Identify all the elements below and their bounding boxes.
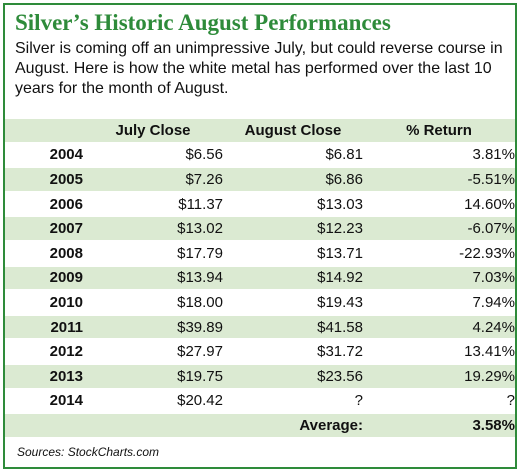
cell-july-close: $13.02 [83, 216, 223, 242]
cell-august-close: $13.71 [223, 240, 363, 267]
cell-year: 2013 [5, 363, 83, 390]
cell-august-close: $6.81 [223, 142, 363, 169]
table-row: 2009 $13.94 $14.92 7.03% [5, 265, 515, 292]
cell-year: 2007 [5, 216, 83, 242]
cell-return: 14.60% [363, 191, 515, 218]
table-row: 2008 $17.79 $13.71 -22.93% [5, 240, 515, 267]
chart-title: Silver’s Historic August Performances [15, 10, 391, 35]
cell-year: 2010 [5, 290, 83, 316]
table-row: 2011 $39.89 $41.58 4.24% [5, 314, 515, 341]
cell-august-close: $31.72 [223, 339, 363, 365]
cell-august-close: $41.58 [223, 314, 363, 341]
cell-year: 2004 [5, 142, 83, 169]
average-value: 3.58% [363, 413, 515, 439]
cell-august-close: ? [223, 388, 363, 415]
chart-card: Silver’s Historic August Performances Si… [3, 3, 517, 469]
table-row: 2006 $11.37 $13.03 14.60% [5, 191, 515, 218]
cell-july-close: $27.97 [83, 339, 223, 365]
cell-year: 2014 [5, 388, 83, 415]
column-header-july-close: July Close [83, 119, 223, 144]
cell-august-close: $13.03 [223, 191, 363, 218]
cell-july-close: $18.00 [83, 290, 223, 316]
cell-july-close: $20.42 [83, 388, 223, 415]
cell-year: 2012 [5, 339, 83, 365]
cell-year: 2008 [5, 240, 83, 267]
cell-return: 7.03% [363, 265, 515, 292]
cell-return: 7.94% [363, 290, 515, 316]
cell-year: 2009 [5, 265, 83, 292]
table-row: 2014 $20.42?? [5, 388, 515, 415]
cell-july-close: $13.94 [83, 265, 223, 292]
cell-july-close: $6.56 [83, 142, 223, 169]
table-row: 2012 $27.97 $31.72 13.41% [5, 339, 515, 365]
cell-august-close: $14.92 [223, 265, 363, 292]
cell-return: -5.51% [363, 167, 515, 193]
cell-august-close: $23.56 [223, 363, 363, 390]
cell-return: ? [363, 388, 515, 415]
cell-july-close: $19.75 [83, 363, 223, 390]
table-row: 2005 $7.26 $6.86 -5.51% [5, 167, 515, 193]
average-spacer [83, 413, 223, 439]
table-header-row: July Close August Close % Return [5, 119, 515, 144]
cell-return: 19.29% [363, 363, 515, 390]
chart-subtitle: Silver is coming off an unimpressive Jul… [15, 40, 503, 97]
cell-return: -22.93% [363, 240, 515, 267]
cell-return: 3.81% [363, 142, 515, 169]
cell-august-close: $6.86 [223, 167, 363, 193]
table-row: 2004 $6.56 $6.81 3.81% [5, 142, 515, 169]
cell-july-close: $11.37 [83, 191, 223, 218]
cell-year: 2005 [5, 167, 83, 193]
average-label: Average: [223, 413, 363, 439]
cell-return: 4.24% [363, 314, 515, 341]
performance-table: July Close August Close % Return 2004 $6.… [5, 119, 515, 439]
cell-year: 2006 [5, 191, 83, 218]
cell-august-close: $12.23 [223, 216, 363, 242]
column-header-return: % Return [363, 119, 515, 144]
cell-july-close: $7.26 [83, 167, 223, 193]
table-row: 2007 $13.02 $12.23 -6.07% [5, 216, 515, 242]
table-row: 2013 $19.75 $23.56 19.29% [5, 363, 515, 390]
table-row: 2010 $18.00 $19.43 7.94% [5, 290, 515, 316]
cell-return: 13.41% [363, 339, 515, 365]
column-header-year [5, 119, 83, 144]
table-body: 2004 $6.56 $6.81 3.81% 2005 $7.26 $6.86 -5.51% 2… [5, 142, 515, 439]
cell-august-close: $19.43 [223, 290, 363, 316]
cell-july-close: $39.89 [83, 314, 223, 341]
cell-return: -6.07% [363, 216, 515, 242]
column-header-august-close: August Close [223, 119, 363, 144]
average-spacer [5, 413, 83, 439]
cell-july-close: $17.79 [83, 240, 223, 267]
average-row: Average: 3.58% [5, 413, 515, 439]
source-note: Sources: StockCharts.com [17, 445, 160, 459]
cell-year: 2011 [5, 314, 83, 341]
